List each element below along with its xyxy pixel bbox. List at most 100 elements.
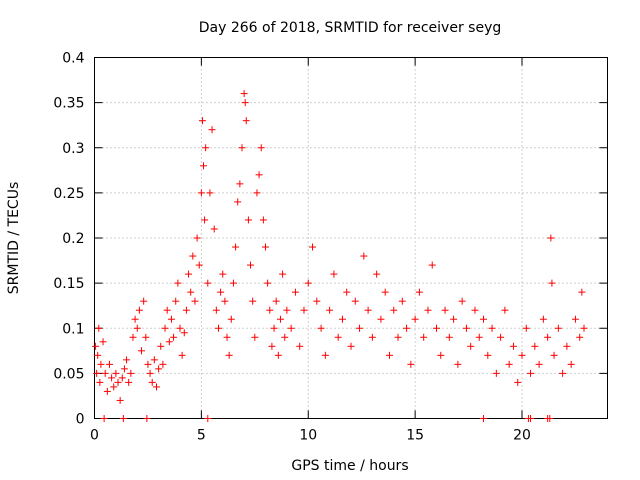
data-point — [428, 261, 436, 269]
data-point — [210, 225, 218, 233]
data-point — [539, 315, 547, 323]
x-axis-label: GPS time / hours — [291, 458, 408, 474]
data-point — [178, 351, 186, 359]
data-point — [501, 306, 509, 314]
data-point — [172, 297, 180, 305]
data-point — [253, 189, 261, 197]
data-point — [225, 351, 233, 359]
data-point — [334, 333, 342, 341]
y-tick-label: 0.25 — [53, 186, 84, 202]
data-point — [304, 279, 312, 287]
data-point — [264, 279, 272, 287]
data-point — [535, 360, 543, 368]
data-point — [95, 324, 103, 332]
data-point — [159, 360, 167, 368]
data-point — [229, 279, 237, 287]
data-point — [281, 333, 289, 341]
data-point — [492, 369, 500, 377]
data-point — [123, 356, 131, 364]
data-point — [390, 306, 398, 314]
data-point — [131, 315, 139, 323]
data-point — [398, 297, 406, 305]
data-point — [152, 383, 160, 391]
y-tick-label: 0.3 — [62, 141, 84, 157]
data-point — [201, 216, 209, 224]
data-point — [247, 261, 255, 269]
data-point — [118, 374, 126, 382]
y-tick-label: 0.35 — [53, 96, 84, 112]
data-points — [92, 90, 588, 422]
data-point — [266, 306, 274, 314]
data-point — [238, 144, 246, 152]
data-point — [407, 360, 415, 368]
data-point — [110, 383, 118, 391]
data-point — [377, 315, 385, 323]
y-axis-label: SRMTID / TECUs — [6, 182, 22, 295]
data-point — [262, 243, 269, 251]
data-point — [232, 243, 240, 251]
data-point — [221, 297, 229, 305]
data-point — [100, 415, 108, 422]
data-point — [96, 378, 104, 386]
data-point — [217, 288, 225, 296]
data-point — [550, 351, 558, 359]
data-point — [167, 315, 175, 323]
data-point — [212, 306, 220, 314]
data-point — [403, 324, 411, 332]
data-point — [259, 216, 267, 224]
grid — [94, 57, 608, 419]
data-point — [227, 315, 235, 323]
data-point — [497, 333, 505, 341]
data-point — [368, 333, 376, 341]
data-point — [420, 333, 428, 341]
data-point — [480, 415, 488, 422]
data-point — [185, 270, 193, 278]
data-point — [462, 324, 470, 332]
data-point — [548, 279, 556, 287]
data-point — [270, 324, 278, 332]
data-point — [97, 360, 105, 368]
data-point — [244, 216, 252, 224]
data-point — [330, 270, 338, 278]
data-point — [279, 270, 287, 278]
data-point — [458, 297, 466, 305]
data-point — [480, 315, 488, 323]
data-point — [119, 415, 127, 422]
data-point — [580, 324, 588, 332]
data-point — [198, 117, 206, 125]
data-point — [241, 99, 249, 107]
data-point — [208, 126, 216, 134]
data-point — [99, 338, 107, 346]
data-point — [454, 360, 462, 368]
data-point — [189, 252, 197, 260]
data-point — [475, 333, 483, 341]
data-point — [236, 180, 244, 188]
data-point — [291, 288, 299, 296]
data-point — [347, 342, 355, 350]
y-tick-label: 0.2 — [62, 231, 84, 247]
data-point — [527, 369, 535, 377]
x-tick-label: 15 — [406, 428, 424, 444]
data-point — [105, 360, 113, 368]
data-point — [471, 306, 479, 314]
data-point — [195, 261, 203, 269]
y-tick-label: 0.15 — [53, 276, 84, 292]
data-point — [364, 306, 372, 314]
data-point — [309, 243, 317, 251]
data-point — [563, 342, 571, 350]
data-point — [174, 279, 182, 287]
data-point — [441, 306, 449, 314]
data-point — [531, 342, 539, 350]
data-point — [101, 369, 109, 377]
data-point — [544, 333, 552, 341]
data-point — [150, 356, 158, 364]
data-point — [522, 324, 530, 332]
data-point — [165, 338, 173, 346]
x-tick-label: 0 — [90, 428, 99, 444]
data-point — [182, 306, 190, 314]
data-point — [274, 351, 282, 359]
data-point — [433, 324, 440, 332]
data-point — [120, 365, 128, 373]
data-point — [373, 270, 381, 278]
data-point — [445, 333, 453, 341]
